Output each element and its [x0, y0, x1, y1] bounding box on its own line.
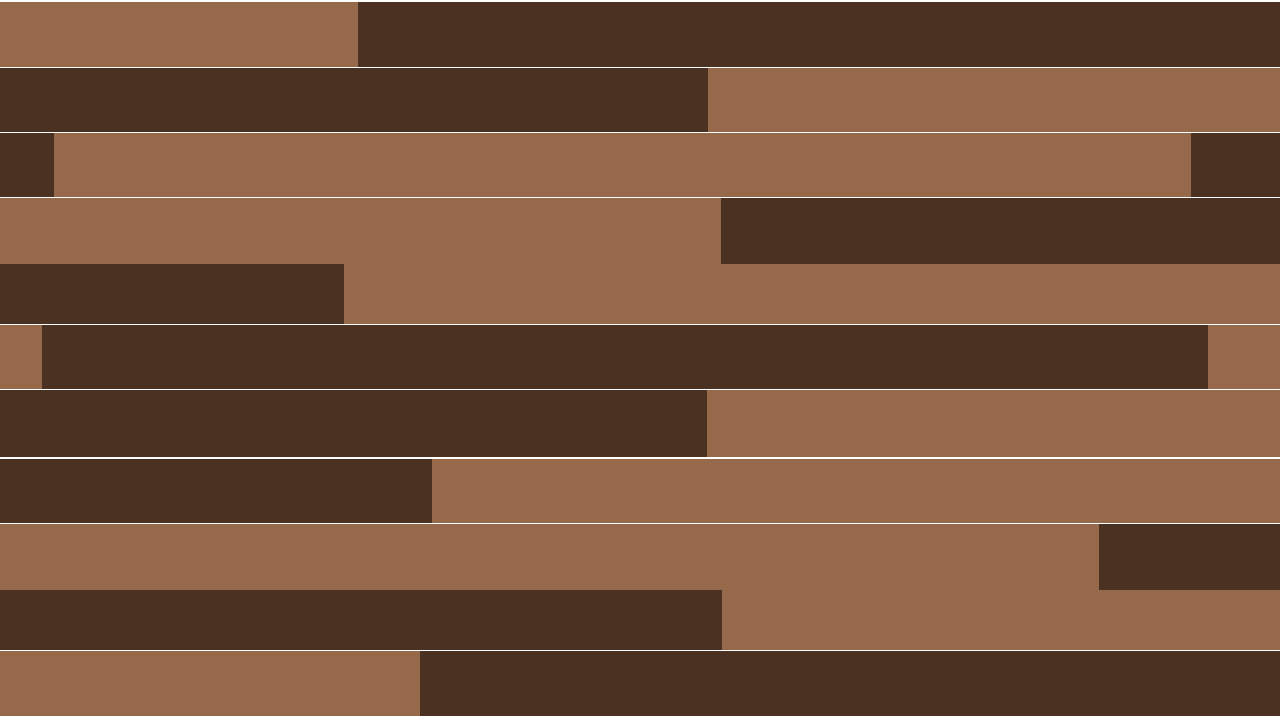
- plank-row: [0, 264, 1280, 324]
- plank-segment-light: [0, 2, 358, 67]
- plank-segment-dark: [358, 2, 1280, 67]
- plank-segment-dark: [721, 198, 1280, 264]
- plank-segment-dark: [0, 590, 722, 650]
- plank-segment-dark: [0, 459, 432, 523]
- plank-row: [0, 524, 1280, 590]
- plank-segment-dark: [42, 325, 1208, 389]
- plank-segment-dark: [0, 68, 708, 132]
- plank-segment-light: [54, 133, 1191, 197]
- plank-row: [0, 459, 1280, 523]
- plank-segment-light: [432, 459, 1280, 523]
- plank-row: [0, 590, 1280, 650]
- plank-segment-dark: [0, 264, 344, 324]
- plank-segment-light: [0, 524, 1099, 590]
- plank-segment-light: [722, 590, 1280, 650]
- plank-segment-light: [0, 651, 420, 716]
- plank-row: [0, 68, 1280, 132]
- plank-row: [0, 651, 1280, 716]
- plank-segment-light: [0, 198, 721, 264]
- plank-row: [0, 390, 1280, 457]
- plank-segment-light: [707, 390, 1280, 457]
- plank-segment-dark: [420, 651, 1280, 716]
- plank-row: [0, 325, 1280, 389]
- plank-segment-light: [1208, 325, 1280, 389]
- plank-segment-light: [0, 325, 42, 389]
- plank-segment-dark: [0, 133, 54, 197]
- plank-segment-light: [344, 264, 1280, 324]
- plank-segment-dark: [1191, 133, 1280, 197]
- plank-segment-dark: [0, 390, 707, 457]
- plank-segment-light: [708, 68, 1280, 132]
- plank-row: [0, 133, 1280, 197]
- plank-segment-dark: [1099, 524, 1280, 590]
- plank-row: [0, 2, 1280, 67]
- plank-row: [0, 198, 1280, 264]
